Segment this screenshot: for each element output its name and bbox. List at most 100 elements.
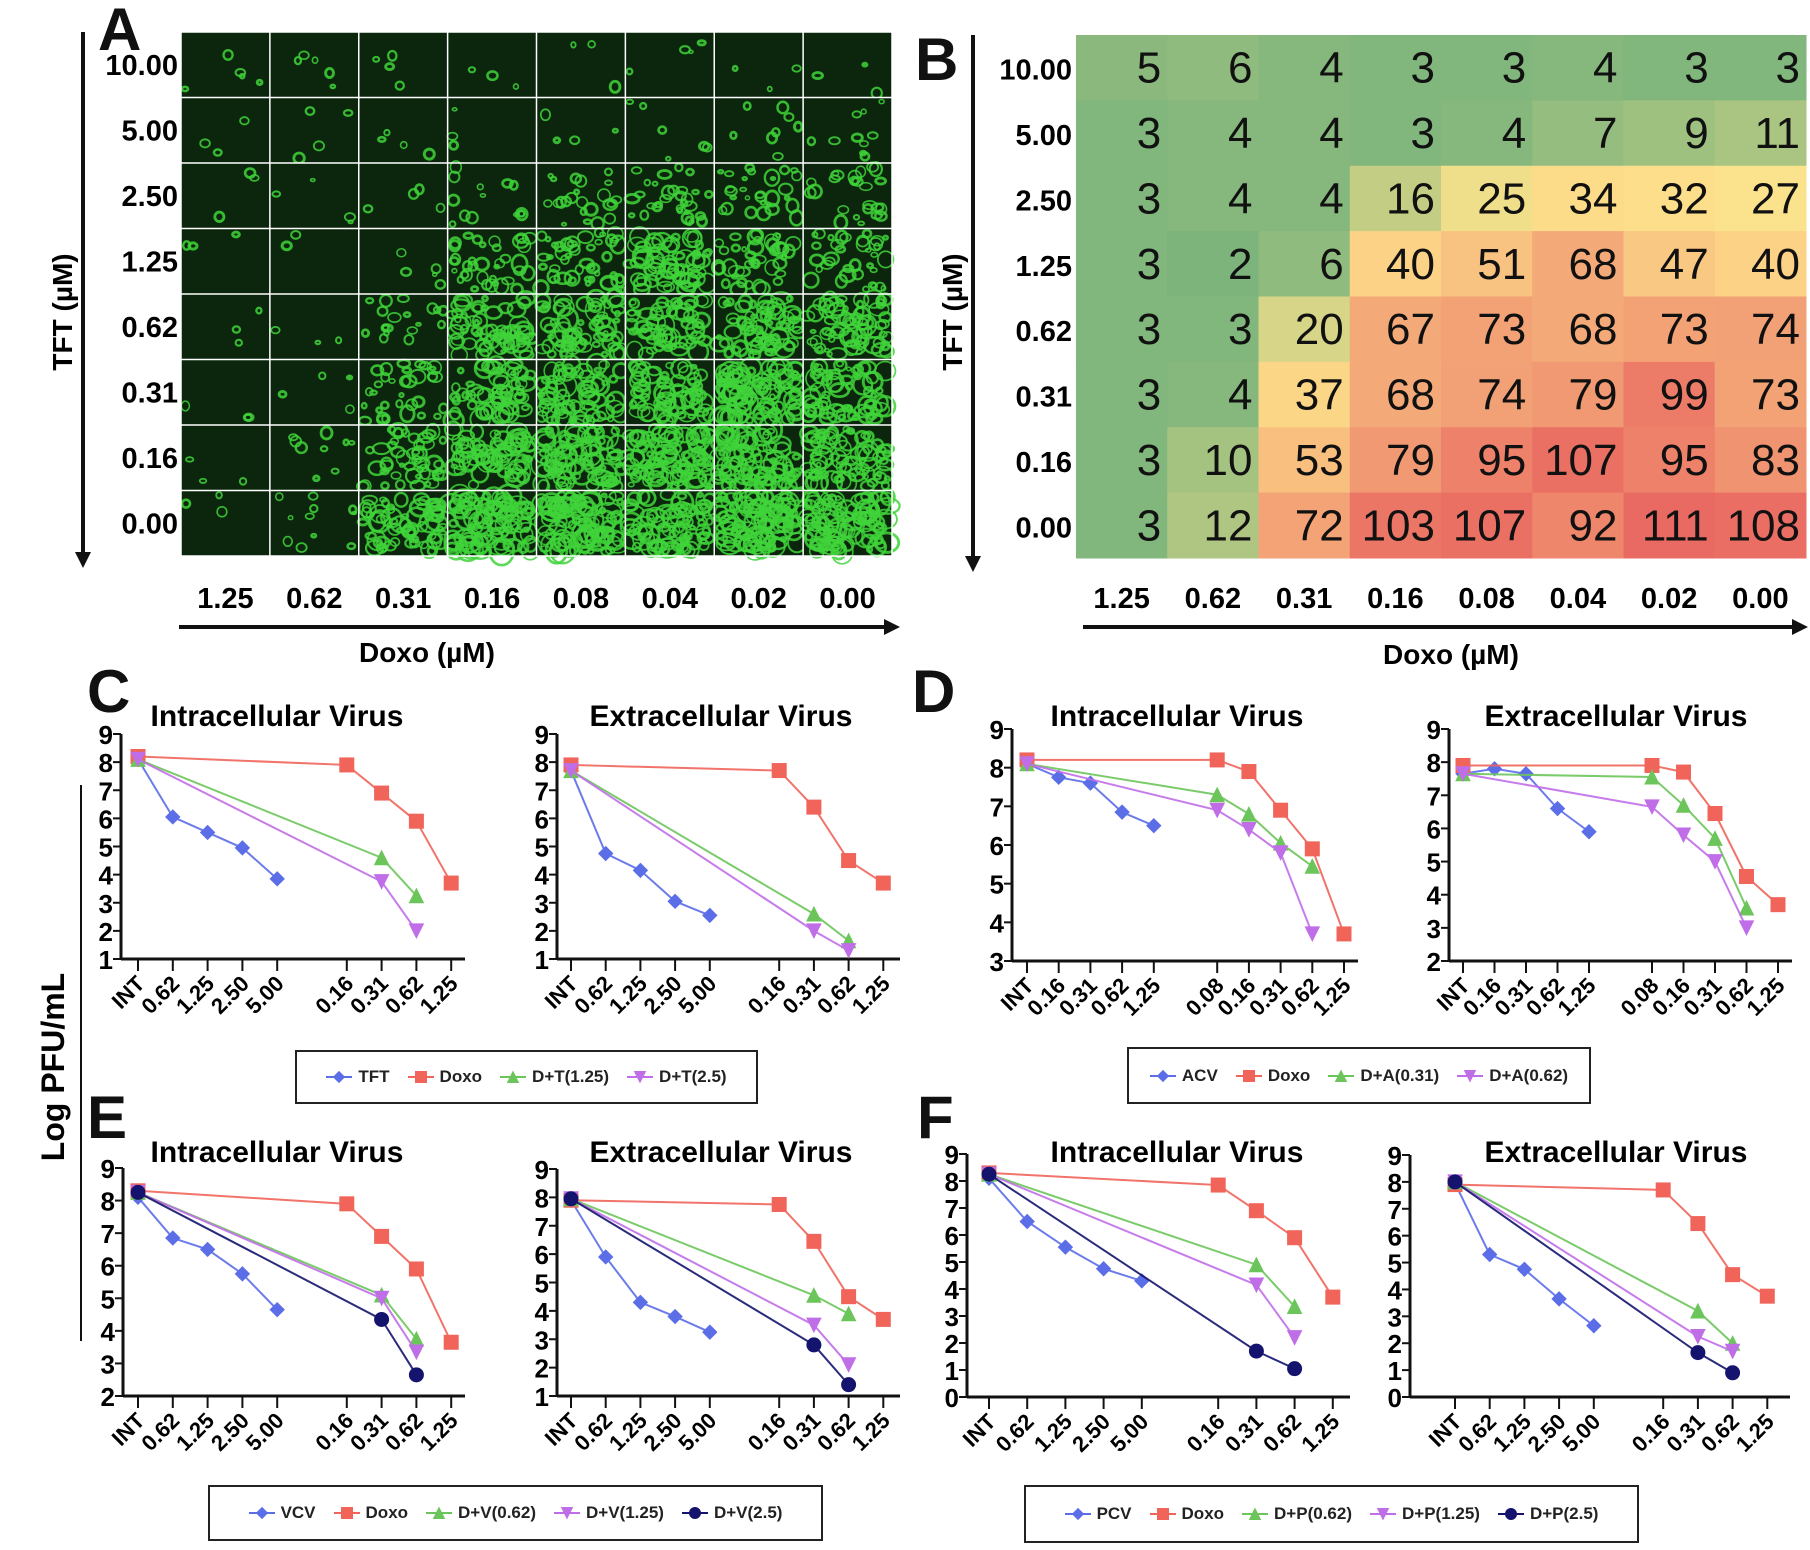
fluorescent-cell (599, 231, 607, 238)
fluorescent-cell (569, 135, 581, 146)
fluorescent-cell (517, 209, 526, 218)
data-point (667, 893, 683, 910)
legend-item: ACV (1149, 1066, 1218, 1086)
fluorescent-cell (319, 425, 334, 441)
fluorescent-cell (335, 336, 343, 345)
fluorescent-cell (860, 533, 878, 549)
fluorescent-cell (576, 230, 595, 245)
fluorescent-cell (390, 445, 406, 459)
fluorescent-cell (828, 136, 841, 146)
fluorescent-cell (760, 368, 782, 390)
heatmap-cell-value: 5 (1137, 44, 1161, 93)
panel-a-col-label: 0.16 (464, 583, 520, 615)
micrograph-cell (710, 228, 804, 298)
arrow-head (75, 552, 91, 568)
fluorescent-cell (631, 429, 650, 445)
fluorescent-cell (809, 328, 817, 335)
heatmap-cell-value: 6 (1319, 240, 1343, 289)
data-point (1146, 817, 1162, 834)
chart-title: Intracellular Virus (1051, 1136, 1304, 1169)
data-point (1481, 1246, 1498, 1263)
heatmap-cell: 10 (1167, 427, 1259, 494)
heatmap-cell-value: 3 (1228, 305, 1252, 354)
fluorescent-cell (552, 301, 566, 315)
heatmap-cell: 73 (1441, 296, 1533, 363)
data-point (269, 1301, 285, 1318)
fluorescent-cell (694, 499, 714, 514)
data-point (199, 824, 216, 841)
x-tick-label: 1.25 (847, 971, 895, 1019)
legend-item: Doxo (333, 1503, 408, 1523)
fluorescent-cell (840, 455, 863, 478)
fluorescent-cell (277, 389, 288, 399)
fluorescent-cell (476, 183, 484, 191)
y-tick-label: 2 (1388, 1329, 1402, 1359)
fluorescent-cell (656, 376, 673, 390)
legend-item: D+V(1.25) (553, 1503, 664, 1523)
data-point (1019, 756, 1035, 772)
fluorescent-cell (680, 192, 694, 207)
heatmap-cell-value: 79 (1386, 436, 1435, 485)
fluorescent-cell (823, 256, 836, 267)
fluorescent-cell (470, 325, 484, 337)
fluorescent-cell (426, 360, 443, 376)
y-tick-label: 6 (1388, 1222, 1402, 1252)
fluorescent-cell (818, 405, 836, 420)
data-point (1241, 805, 1257, 822)
fluorescent-cell (830, 169, 845, 181)
fluorescent-cell (721, 258, 738, 278)
fluorescent-cell (185, 456, 195, 463)
fluorescent-cell (829, 326, 845, 340)
data-point (506, 1070, 520, 1084)
heatmap-cell-fill (1441, 296, 1533, 363)
fluorescent-cell (754, 529, 777, 549)
arrow-head (965, 556, 981, 572)
fluorescent-cell (845, 427, 856, 435)
fluorescent-cell (628, 370, 652, 392)
micrograph-cell (799, 424, 896, 496)
legend-label: D+A(0.31) (1360, 1065, 1440, 1085)
fluorescent-cell (872, 451, 886, 463)
heatmap-cell: 95 (1441, 427, 1533, 494)
fluorescent-cell (764, 259, 780, 276)
fluorescent-cell (630, 386, 645, 399)
fluorescent-cell (606, 226, 624, 242)
micrograph-cell (358, 97, 448, 163)
legend-item: D+V(0.62) (426, 1503, 536, 1523)
fluorescent-cell (360, 328, 371, 338)
panel-letter-B: B (915, 26, 958, 93)
legend-label: D+P(0.62) (1274, 1504, 1352, 1523)
heatmap-cell-fill (1349, 361, 1442, 428)
heatmap-cell-fill (1623, 492, 1716, 559)
y-tick-label: 1 (99, 945, 113, 975)
y-tick-label: 8 (101, 1187, 115, 1217)
fluorescent-cell (453, 465, 467, 476)
fluorescent-cell (867, 281, 877, 289)
heatmap-cell: 2 (1167, 231, 1259, 297)
fluorescent-cell (249, 174, 260, 182)
y-tick-label: 2 (945, 1329, 959, 1359)
fluorescent-cell (731, 64, 739, 73)
fluorescent-cell (811, 71, 824, 80)
heatmap-cell-fill (1441, 231, 1533, 297)
fluorescent-cell (851, 110, 862, 119)
fluorescent-cell (310, 532, 318, 539)
fluorescent-cell (509, 431, 528, 449)
fluorescent-cell (630, 166, 643, 175)
fluorescent-cell (366, 529, 387, 551)
heatmap-cell-value: 3 (1137, 305, 1161, 354)
heatmap-cell-fill (1714, 361, 1807, 428)
fluorescent-cell (657, 391, 665, 399)
fluorescent-cell (677, 361, 689, 374)
data-point (1019, 1213, 1035, 1230)
heatmap-cell-fill (1532, 361, 1624, 428)
micrograph-background (269, 97, 359, 163)
fluorescent-cell (839, 232, 852, 243)
data-point (771, 763, 787, 779)
heatmap-cell: 3 (1076, 165, 1168, 232)
data-point (1286, 1298, 1303, 1315)
heatmap-row-label: 2.50 (1016, 185, 1072, 217)
chart-title: Extracellular Virus (590, 700, 853, 733)
fluorescent-cell (680, 470, 692, 482)
fluorescent-cell (806, 136, 817, 147)
